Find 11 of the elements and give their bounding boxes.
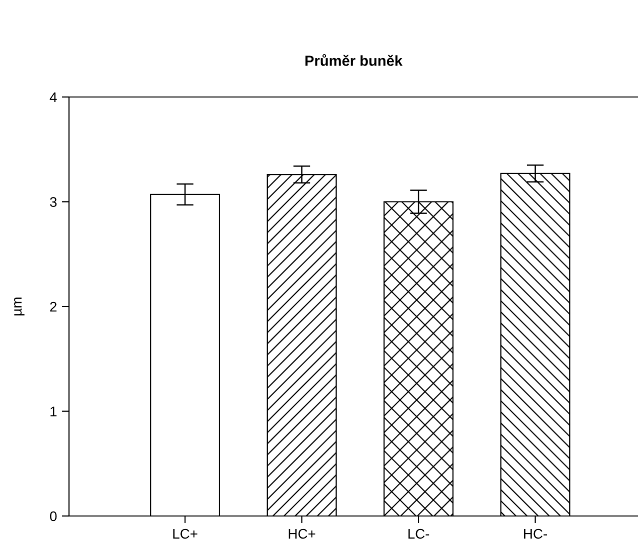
y-tick-label: 3 [50,197,57,207]
y-tick-label: 1 [50,406,57,416]
y-tick-label: 0 [50,511,57,522]
x-tick-label: LC+ [173,528,198,539]
y-axis-title: µm [14,298,24,316]
x-tick-label: HC+ [288,528,316,539]
y-tick-label: 2 [50,302,56,312]
x-tick-label: HC- [524,528,547,539]
x-tick-label: LC- [408,528,430,539]
chart-title: Průměr buněk [305,54,403,66]
y-tick-label: 4 [50,92,57,102]
